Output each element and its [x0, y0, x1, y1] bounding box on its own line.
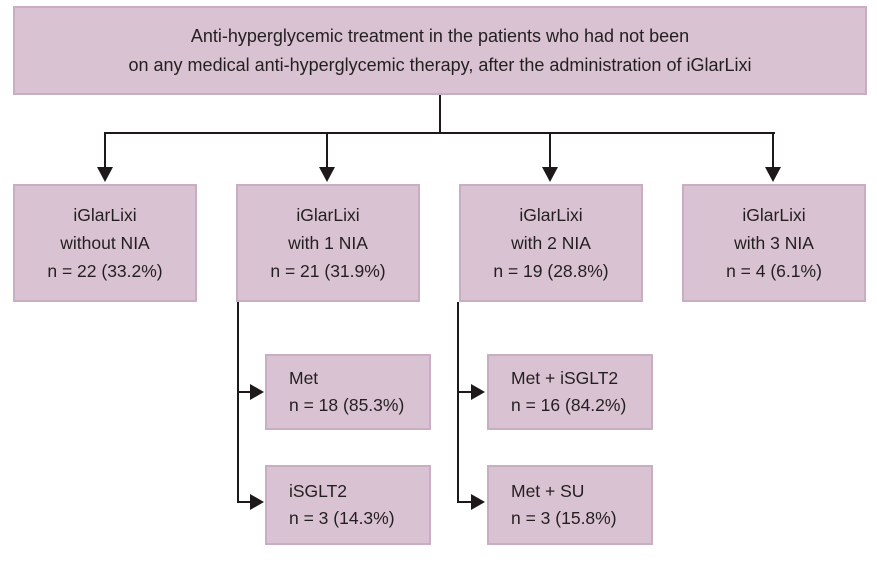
root-box-line2: on any medical anti-hyperglycemic therap… — [128, 54, 752, 75]
connector-drop-3 — [549, 132, 551, 169]
branch-detail: without NIA — [60, 233, 150, 253]
arrow-right-icon — [250, 384, 264, 400]
connector-main-horizontal — [104, 132, 775, 134]
connector-2nia-stub-met-isglt2 — [457, 391, 472, 393]
branch-box-1-nia: iGlarLixi with 1 NIA n = 21 (31.9%) — [236, 184, 420, 302]
connector-root-stub — [439, 95, 441, 134]
arrow-down-icon — [542, 167, 558, 182]
leaf-count: n = 18 (85.3%) — [289, 395, 405, 415]
connector-1nia-descender — [237, 302, 239, 503]
connector-drop-4 — [772, 132, 774, 169]
leaf-count: n = 16 (84.2%) — [511, 395, 627, 415]
branch-box-without-nia: iGlarLixi without NIA n = 22 (33.2%) — [13, 184, 197, 302]
leaf-name: Met + SU — [511, 481, 585, 501]
root-box-line1: Anti-hyperglycemic treatment in the pati… — [190, 25, 690, 46]
branch-name: iGlarLixi — [519, 205, 583, 225]
branch-count: n = 21 (31.9%) — [270, 261, 386, 281]
branch-box-3-nia: iGlarLixi with 3 NIA n = 4 (6.1%) — [682, 184, 866, 302]
arrow-down-icon — [319, 167, 335, 182]
arrow-right-icon — [471, 384, 485, 400]
branch-detail: with 2 NIA — [511, 233, 591, 253]
branch-name: iGlarLixi — [73, 205, 137, 225]
arrow-down-icon — [97, 167, 113, 182]
branch-detail: with 3 NIA — [734, 233, 814, 253]
root-box: Anti-hyperglycemic treatment in the pati… — [13, 6, 867, 95]
connector-drop-2 — [326, 132, 328, 169]
branch-count: n = 19 (28.8%) — [493, 261, 609, 281]
connector-1nia-stub-isglt2 — [237, 501, 251, 503]
connector-1nia-stub-met — [237, 391, 251, 393]
leaf-box-met: Met n = 18 (85.3%) — [265, 354, 431, 430]
leaf-box-met-su: Met + SU n = 3 (15.8%) — [487, 465, 653, 545]
connector-2nia-descender — [457, 302, 459, 503]
leaf-name: Met — [289, 368, 319, 388]
connector-drop-1 — [104, 132, 106, 169]
leaf-count: n = 3 (15.8%) — [511, 508, 617, 528]
branch-detail: with 1 NIA — [288, 233, 368, 253]
branch-name: iGlarLixi — [742, 205, 806, 225]
leaf-name: iSGLT2 — [289, 481, 348, 501]
branch-count: n = 22 (33.2%) — [47, 261, 163, 281]
arrow-right-icon — [250, 494, 264, 510]
branch-name: iGlarLixi — [296, 205, 360, 225]
connector-2nia-stub-met-su — [457, 501, 472, 503]
leaf-name: Met + iSGLT2 — [511, 368, 619, 388]
leaf-box-met-isglt2: Met + iSGLT2 n = 16 (84.2%) — [487, 354, 653, 430]
branch-box-2-nia: iGlarLixi with 2 NIA n = 19 (28.8%) — [459, 184, 643, 302]
leaf-box-isglt2: iSGLT2 n = 3 (14.3%) — [265, 465, 431, 545]
arrow-right-icon — [471, 494, 485, 510]
leaf-count: n = 3 (14.3%) — [289, 508, 395, 528]
branch-count: n = 4 (6.1%) — [726, 261, 822, 281]
arrow-down-icon — [765, 167, 781, 182]
